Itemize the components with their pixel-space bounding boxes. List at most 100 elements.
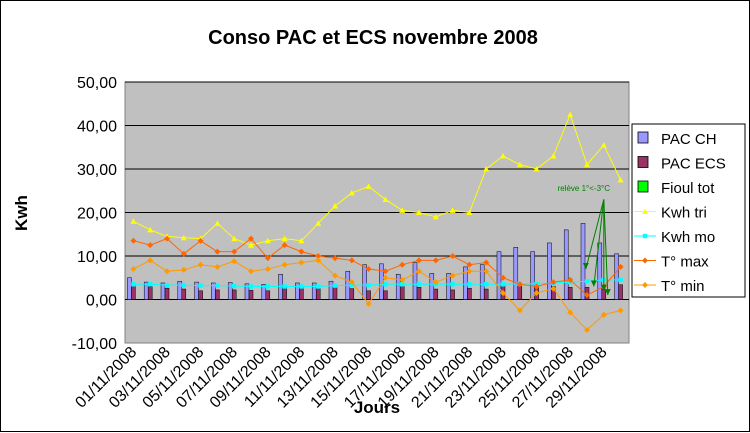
legend-label-pac-ch: PAC CH — [661, 131, 717, 148]
point-kwh-mo — [349, 282, 354, 288]
annotation-arrow — [585, 199, 605, 270]
bar-pac-ecs — [416, 287, 422, 300]
bar-pac-ecs — [231, 289, 237, 300]
point-kwh-mo — [467, 282, 472, 287]
point-kwh-tri — [147, 226, 154, 233]
point-t-min — [432, 279, 439, 286]
point-t-min — [164, 268, 170, 275]
point-kwh-mo — [248, 284, 254, 289]
point-t-max — [231, 248, 238, 255]
point-t-max — [248, 235, 254, 242]
bar-pac-ecs — [618, 284, 623, 300]
point-t-min — [500, 289, 506, 296]
bar-pac-ch — [177, 280, 183, 300]
bar-pac-ecs — [433, 288, 439, 300]
point-kwh-tri — [466, 209, 473, 215]
y-tick-label: -10,00 — [72, 336, 117, 353]
bar-pac-ch — [580, 223, 586, 300]
point-kwh-tri — [348, 189, 355, 196]
bar-pac-ch — [597, 242, 603, 300]
point-t-min — [315, 257, 322, 264]
bar-pac-ecs — [383, 290, 388, 300]
point-kwh-mo — [164, 282, 170, 288]
point-kwh-mo — [450, 282, 455, 287]
point-t-min — [281, 261, 288, 268]
point-t-max — [500, 274, 506, 281]
bar-pac-ch — [530, 251, 535, 300]
point-kwh-tri — [600, 142, 607, 148]
point-t-max — [164, 235, 170, 242]
point-t-min — [567, 309, 574, 316]
point-kwh-mo — [618, 277, 623, 283]
point-kwh-tri — [332, 202, 338, 209]
point-kwh-tri — [432, 213, 439, 220]
bar-pac-ecs — [399, 285, 405, 300]
point-t-max — [180, 250, 187, 257]
bar-pac-ch — [412, 262, 418, 300]
point-t-min — [298, 259, 305, 266]
point-t-min — [365, 300, 372, 307]
legend-marker-t-min — [642, 282, 648, 288]
point-kwh-mo — [215, 283, 220, 288]
point-kwh-mo — [265, 284, 270, 289]
bar-pac-ch — [328, 280, 334, 300]
line-t-min — [133, 259, 621, 331]
legend-label-fioul-tot: Fioul tot — [661, 180, 715, 197]
legend-box — [631, 123, 746, 298]
y-tick-label: 0,00 — [86, 293, 117, 310]
legend-swatch-pac-ch — [637, 131, 649, 144]
point-kwh-tri — [264, 237, 271, 244]
point-t-max — [197, 237, 204, 244]
point-kwh-tri — [584, 161, 590, 168]
bar-pac-ecs — [483, 288, 489, 300]
y-tick-label: 30,00 — [77, 162, 117, 179]
point-kwh-tri — [231, 235, 238, 242]
bar-pac-ecs — [315, 287, 321, 300]
point-t-max — [348, 257, 355, 264]
point-t-max — [516, 281, 523, 288]
point-kwh-tri — [567, 111, 574, 118]
x-axis-label: Jours — [354, 398, 400, 417]
point-kwh-tri — [449, 207, 456, 213]
bar-pac-ch — [127, 277, 132, 300]
bar-pac-ecs — [349, 288, 355, 300]
point-t-min — [533, 289, 540, 296]
point-kwh-tri — [533, 166, 540, 172]
bar-pac-ecs — [198, 290, 203, 300]
legend-marker-t-max — [642, 257, 648, 264]
bar-pac-ecs — [299, 287, 304, 300]
point-t-max — [432, 257, 439, 264]
point-t-min — [248, 268, 254, 275]
point-kwh-tri — [382, 196, 389, 202]
bar-pac-ch — [227, 282, 233, 300]
point-t-min — [466, 268, 473, 275]
point-t-min — [264, 266, 271, 273]
point-t-max — [147, 242, 154, 249]
point-kwh-tri — [248, 242, 254, 248]
point-kwh-mo — [299, 284, 304, 289]
point-kwh-mo — [500, 282, 506, 287]
annotation-arrow — [603, 199, 609, 296]
point-kwh-tri — [399, 207, 406, 213]
point-t-max — [399, 261, 406, 268]
bar-pac-ecs — [248, 290, 254, 300]
point-kwh-mo — [282, 284, 287, 289]
point-kwh-tri — [516, 161, 523, 168]
line-t-max — [133, 237, 621, 296]
chart-title: Conso PAC et ECS novembre 2008 — [208, 27, 538, 49]
y-axis-ticks: -10,00 0,00 10,00 20,00 30,00 40,00 50,00 — [72, 75, 117, 353]
bar-pac-ecs — [450, 289, 455, 300]
annotation-arrowhead — [582, 263, 589, 270]
legend: PAC CH PAC ECS Fioul tot Kwh tri Kwh mo T° ma… — [631, 123, 746, 298]
bar-pac-ecs — [181, 288, 187, 300]
bar-pac-ch — [395, 274, 401, 300]
legend-label-kwh-mo: Kwh mo — [661, 229, 715, 246]
point-kwh-mo — [232, 283, 237, 289]
point-kwh-mo — [400, 282, 405, 287]
legend-label-t-min: T° min — [661, 278, 705, 295]
legend-marker-kwh-mo — [642, 233, 648, 239]
annotation-text: relève 1°<-3°C — [558, 184, 611, 193]
point-kwh-tri — [298, 237, 305, 244]
bar-pac-ch — [311, 282, 317, 300]
point-kwh-mo — [366, 282, 371, 288]
